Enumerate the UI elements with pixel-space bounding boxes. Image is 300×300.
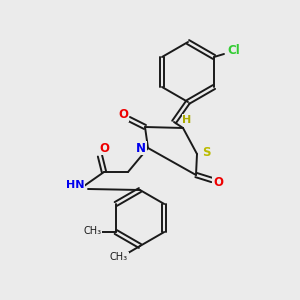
Text: CH₃: CH₃ xyxy=(110,252,128,262)
Text: CH₃: CH₃ xyxy=(84,226,102,236)
Text: HN: HN xyxy=(66,180,84,190)
Text: Cl: Cl xyxy=(228,44,240,58)
Text: O: O xyxy=(99,142,109,154)
Text: O: O xyxy=(118,109,128,122)
Text: O: O xyxy=(213,176,223,190)
Text: N: N xyxy=(136,142,146,154)
Text: H: H xyxy=(182,115,192,125)
Text: S: S xyxy=(202,146,210,160)
